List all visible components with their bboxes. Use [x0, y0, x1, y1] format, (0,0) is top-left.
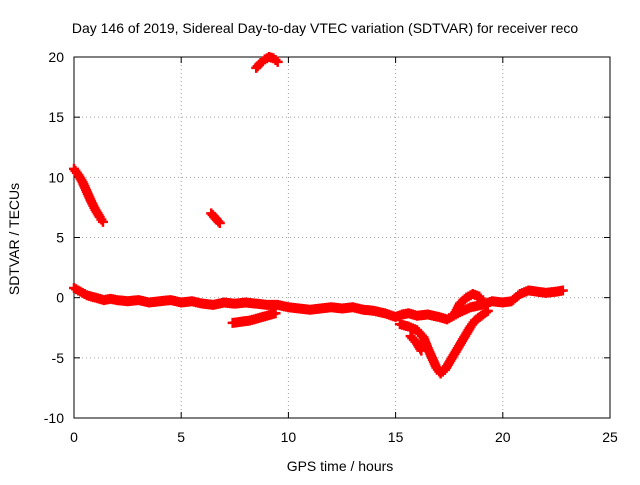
- series-main-band: [69, 283, 568, 325]
- data-point: [482, 305, 493, 316]
- y-tick-label: 10: [48, 169, 64, 185]
- data-point: [214, 218, 225, 229]
- data-point: [477, 295, 488, 306]
- x-tick-label: 10: [281, 429, 297, 445]
- x-tick-label: 0: [70, 429, 78, 445]
- series-upper-arc: [405, 289, 489, 356]
- y-axis-label: SDTVAR / TECUs: [6, 183, 22, 295]
- data-point: [416, 345, 427, 356]
- series-short-segment: [206, 208, 225, 229]
- data-point: [272, 56, 283, 67]
- series-early-descent: [69, 163, 108, 227]
- chart-title: Day 146 of 2019, Sidereal Day-to-day VTE…: [72, 20, 578, 36]
- x-axis-label: GPS time / hours: [287, 458, 394, 474]
- data-point: [270, 308, 281, 319]
- series-lower-arc: [227, 305, 493, 379]
- y-tick-label: 0: [56, 290, 64, 306]
- y-tick-label: 15: [48, 109, 64, 125]
- series-top-arc: [251, 52, 283, 73]
- y-tick-label: -10: [44, 410, 64, 426]
- x-tick-label: 25: [602, 429, 618, 445]
- data-point: [97, 216, 108, 227]
- x-tick-label: 20: [495, 429, 511, 445]
- y-tick-label: 20: [48, 49, 64, 65]
- x-tick-label: 15: [388, 429, 404, 445]
- data-point: [478, 297, 489, 308]
- data-point: [557, 285, 568, 296]
- y-tick-label: 5: [56, 230, 64, 246]
- y-tick-label: -5: [52, 350, 65, 366]
- x-tick-label: 5: [177, 429, 185, 445]
- data-point: [213, 216, 224, 227]
